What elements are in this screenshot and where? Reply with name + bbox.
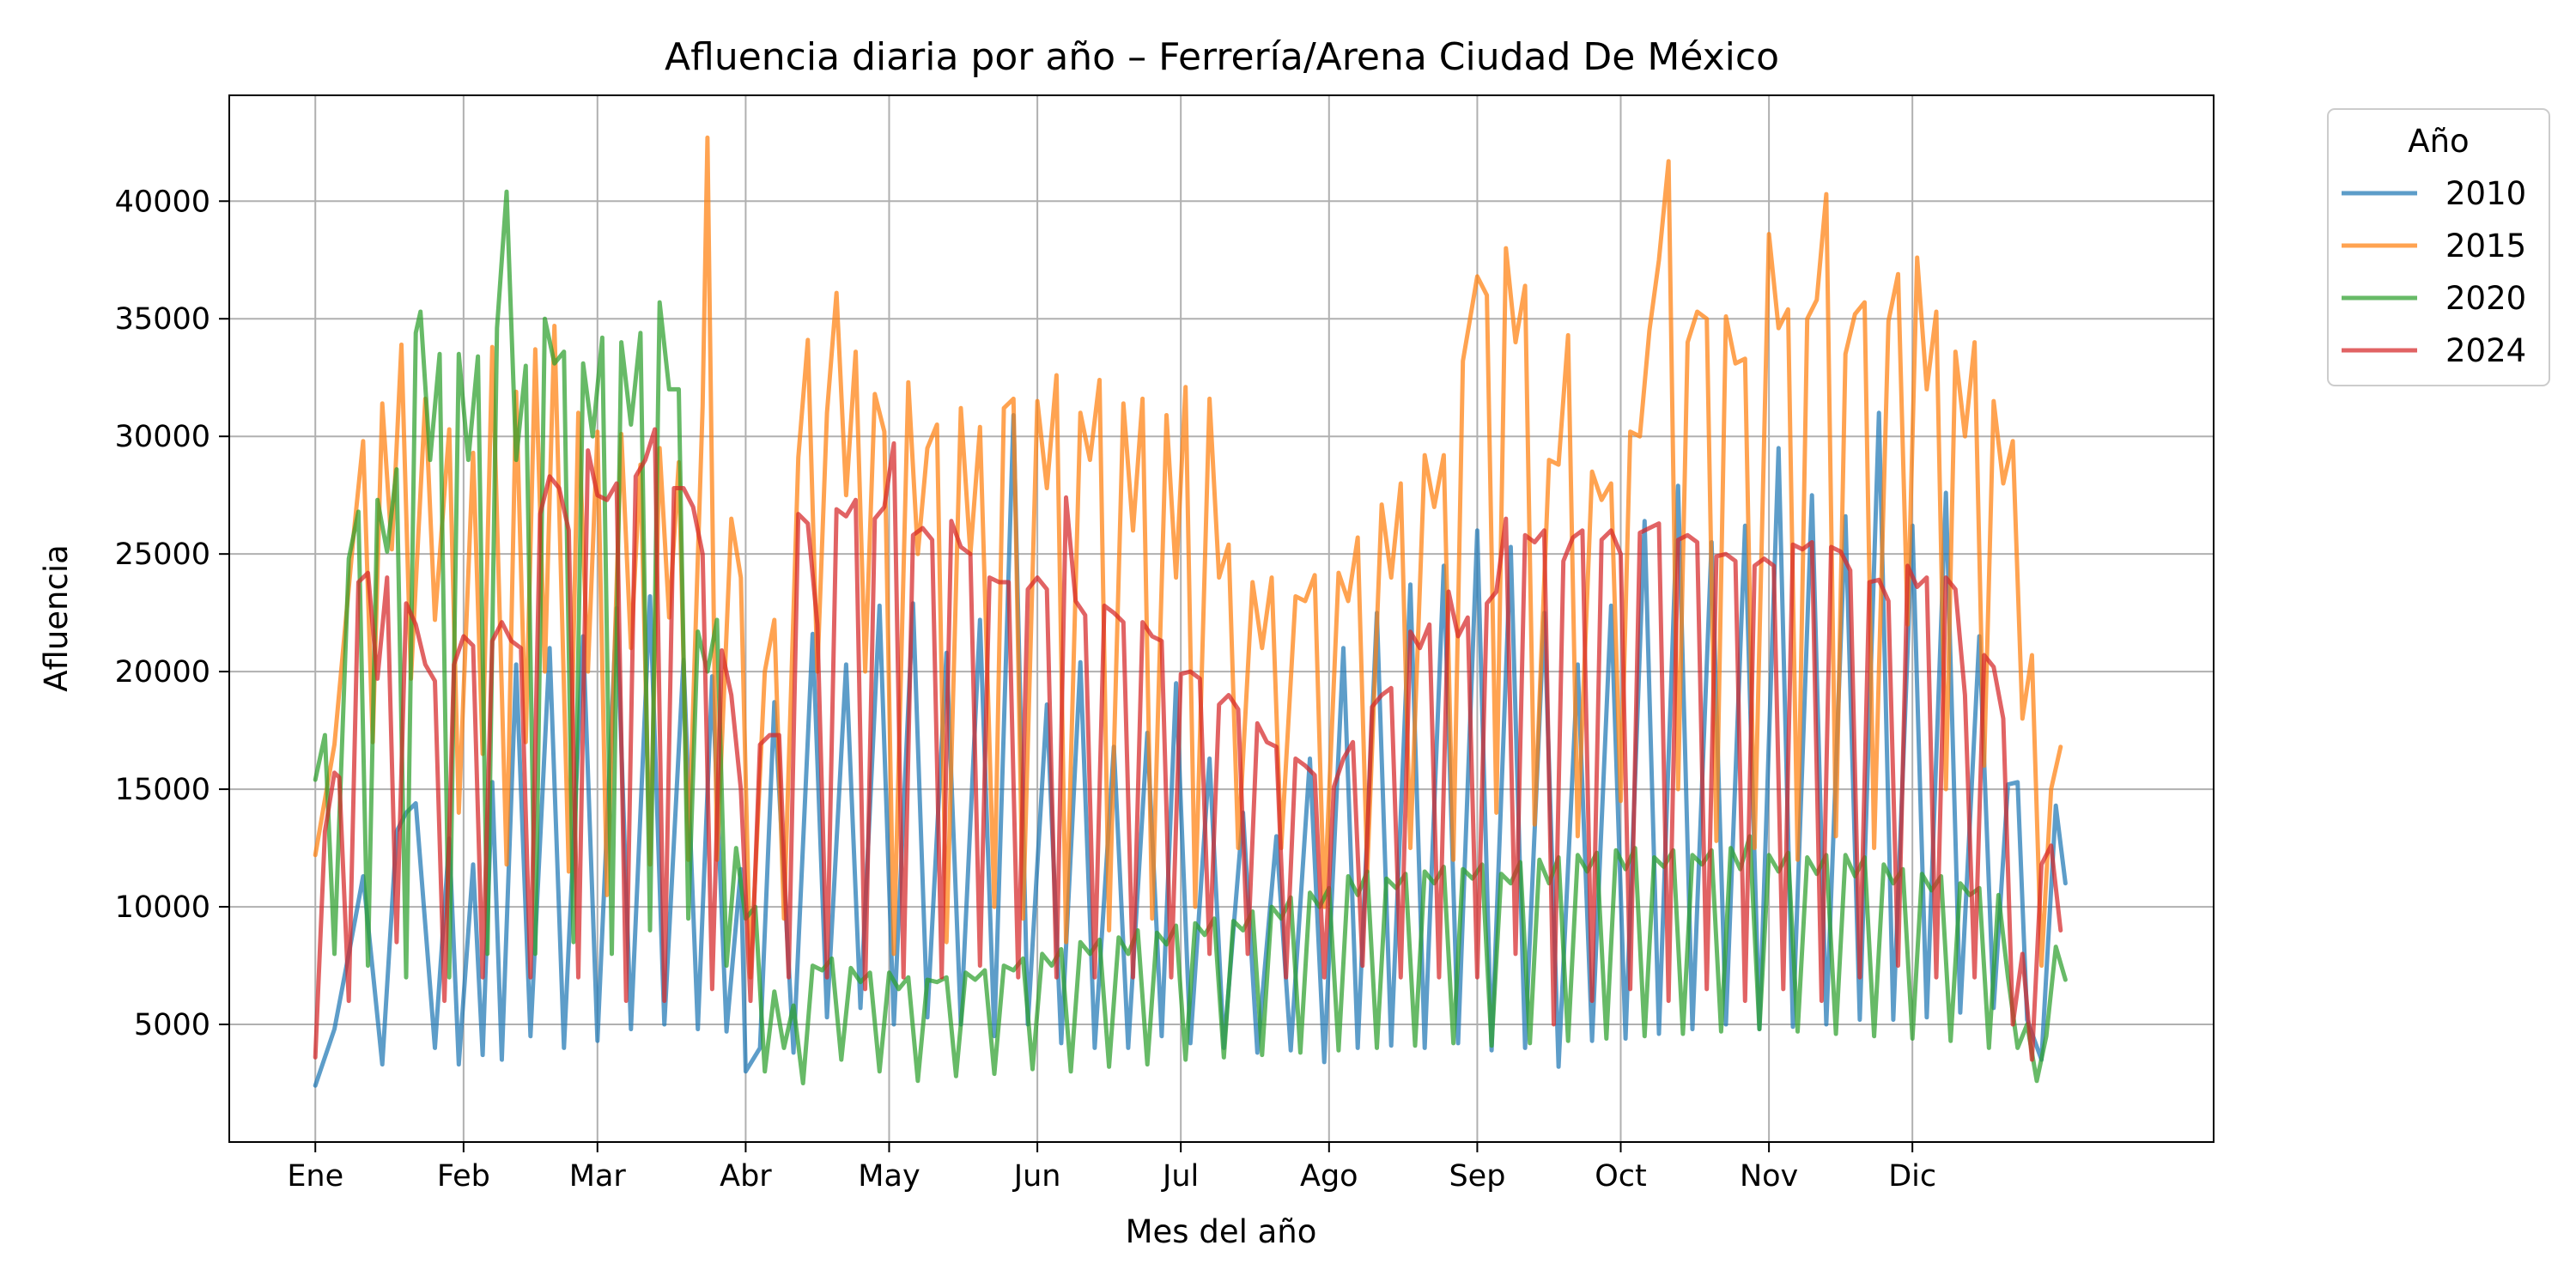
legend-label-2024: 2024 xyxy=(2445,332,2526,369)
x-tick-label: Ene xyxy=(287,1159,343,1194)
x-tick-label: Oct xyxy=(1595,1159,1647,1194)
legend-label-2010: 2010 xyxy=(2445,175,2526,212)
y-axis-ticks: 5000 10000 15000 20000 25000 30000 35000 40000 xyxy=(115,185,229,1042)
x-axis-ticks: Ene Feb Mar Abr May Jun Jul Ago Sep Oct Nov Dic xyxy=(287,1142,1936,1194)
chart-title: Afluencia diaria por año – Ferrería/Aren… xyxy=(665,35,1779,79)
y-tick-label: 30000 xyxy=(115,420,210,454)
y-tick-label: 35000 xyxy=(115,302,210,337)
y-tick-label: 15000 xyxy=(115,773,210,807)
x-tick-label: Feb xyxy=(437,1159,490,1194)
legend-label-2020: 2020 xyxy=(2445,280,2526,317)
series-lines xyxy=(313,135,2068,1088)
x-tick-label: Mar xyxy=(569,1159,627,1194)
x-tick-label: Sep xyxy=(1449,1159,1505,1194)
y-axis-label: Afluencia xyxy=(38,544,75,692)
x-tick-label: Ago xyxy=(1300,1159,1358,1194)
legend-label-2015: 2015 xyxy=(2445,228,2526,264)
legend-box xyxy=(2327,108,2550,386)
legend: Año 2010 2015 2020 2024 xyxy=(2327,108,2550,386)
x-tick-label: Abr xyxy=(720,1159,772,1194)
x-tick-label: Nov xyxy=(1740,1159,1798,1194)
x-tick-label: May xyxy=(858,1159,920,1194)
x-axis-label: Mes del año xyxy=(1126,1213,1317,1250)
y-tick-label: 10000 xyxy=(115,890,210,925)
series-line-2024 xyxy=(313,427,2063,1062)
plot-area-frame xyxy=(228,94,2215,1143)
y-tick-label: 25000 xyxy=(115,538,210,572)
legend-entries: 2010 2015 2020 2024 xyxy=(2342,175,2526,369)
x-tick-label: Jun xyxy=(1012,1159,1061,1194)
y-tick-label: 20000 xyxy=(115,655,210,690)
y-tick-label: 5000 xyxy=(134,1008,210,1042)
y-tick-label: 40000 xyxy=(115,185,210,219)
series-line-2020 xyxy=(313,189,2068,1085)
legend-title: Año xyxy=(2408,123,2469,160)
series-line-2015 xyxy=(313,135,2063,980)
x-tick-label: Dic xyxy=(1888,1159,1936,1194)
x-tick-label: Jul xyxy=(1161,1159,1199,1194)
